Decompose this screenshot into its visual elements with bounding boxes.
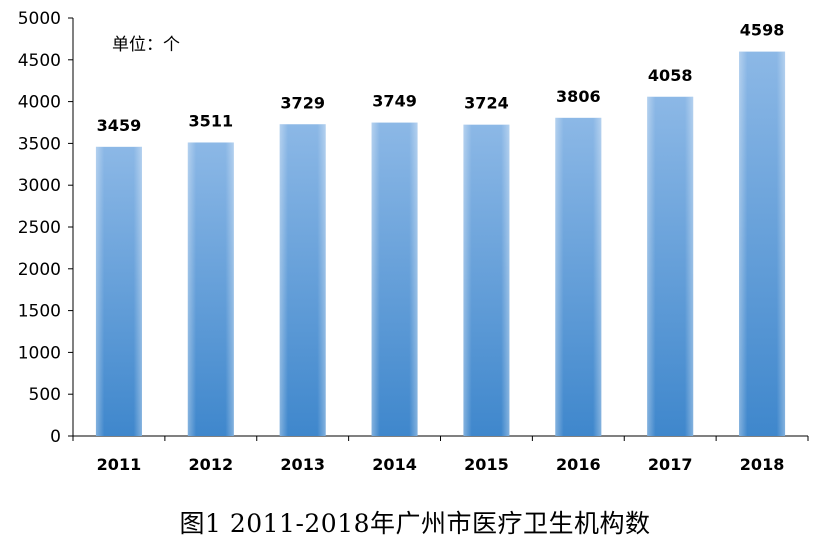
data-label-2014: 3749 — [372, 92, 417, 111]
x-tick-label-2011: 2011 — [97, 455, 142, 474]
x-tick-label-2018: 2018 — [740, 455, 785, 474]
bar-highlight-2016 — [555, 117, 602, 437]
y-tick-label: 500 — [29, 385, 61, 405]
data-label-2018: 4598 — [740, 21, 785, 40]
data-labels: 3459 3511 3729 3749 3724 3806 4058 4598 — [97, 21, 785, 135]
y-tick-label: 5000 — [18, 9, 61, 29]
y-tick-label: 0 — [50, 427, 61, 447]
data-label-2013: 3729 — [280, 93, 325, 112]
x-tick-label-2013: 2013 — [280, 455, 325, 474]
data-label-2011: 3459 — [97, 116, 142, 135]
data-label-2016: 3806 — [556, 87, 601, 106]
y-tick-label: 1000 — [18, 343, 61, 363]
y-tick-label: 4500 — [18, 51, 61, 71]
unit-label: 单位：个 — [112, 35, 180, 55]
y-tick-label: 4000 — [18, 93, 61, 113]
chart-title: 图1 2011-2018年广州市医疗卫生机构数 — [179, 509, 651, 538]
y-tick-label: 1500 — [18, 302, 61, 322]
bar-highlight-2013 — [279, 124, 326, 436]
data-label-2012: 3511 — [189, 111, 234, 130]
x-axis: 2011 2012 2013 2014 2015 2016 2017 2018 — [72, 435, 809, 474]
x-tick-label-2012: 2012 — [189, 455, 234, 474]
x-tick-label-2015: 2015 — [464, 455, 509, 474]
bar-highlight-2014 — [371, 122, 418, 436]
bar-highlight-2011 — [95, 146, 142, 436]
y-tick-label: 2000 — [18, 260, 61, 280]
x-tick-label-2014: 2014 — [372, 455, 417, 474]
bar-highlight-2012 — [187, 142, 234, 436]
bar-highlight-2018 — [739, 51, 786, 436]
data-label-2017: 4058 — [648, 66, 693, 85]
x-tick-label-2017: 2017 — [648, 455, 693, 474]
y-tick-label: 2500 — [18, 218, 61, 238]
bar-highlight-2017 — [647, 96, 694, 437]
data-label-2015: 3724 — [464, 94, 509, 113]
bars — [95, 51, 786, 437]
y-tick-label: 3500 — [18, 134, 61, 154]
x-tick-label-2016: 2016 — [556, 455, 601, 474]
y-axis: 0 500 1000 1500 2000 2500 3000 3500 4000 4500 5000 — [18, 9, 74, 447]
y-tick-label: 3000 — [18, 176, 61, 196]
bar-highlight-2015 — [463, 124, 510, 437]
